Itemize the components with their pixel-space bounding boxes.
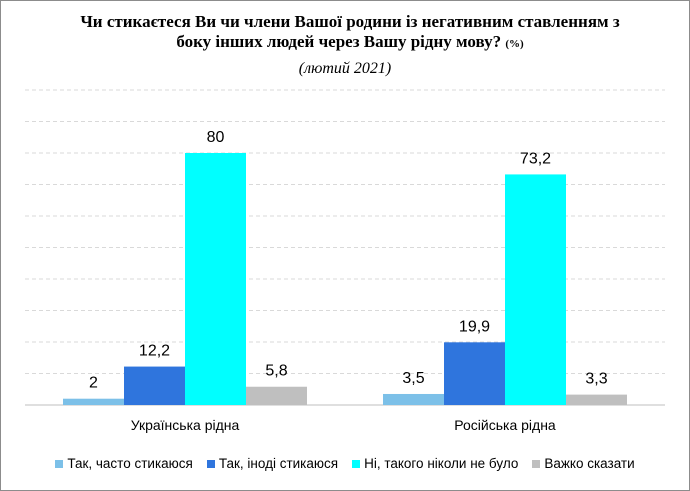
bar [185, 153, 246, 405]
data-label: 2 [89, 375, 98, 392]
legend-swatch [206, 459, 215, 468]
legend-label: Так, часто стикаюся [67, 456, 193, 471]
legend-swatch [352, 459, 361, 468]
bar [246, 386, 307, 405]
legend-swatch [532, 459, 541, 468]
chart-legend: Так, часто стикаюся Так, іноді стикаюся Ні… [0, 456, 690, 471]
legend-label: Важко сказати [544, 456, 635, 471]
data-label: 3,3 [585, 371, 607, 388]
legend-item: Так, часто стикаюся [55, 456, 193, 471]
legend-label: Ні, такого ніколи не було [364, 456, 519, 471]
data-label: 80 [207, 129, 225, 146]
bar [566, 394, 627, 405]
legend-item: Так, іноді стикаюся [206, 456, 339, 471]
bar [63, 398, 124, 405]
x-tick-label: Українська рідна [131, 417, 240, 433]
legend-item: Ні, такого ніколи не було [352, 456, 518, 471]
chart-subtitle: (лютий 2021) [298, 60, 392, 77]
chart-title: Чи стикаєтеся Ви чи члени Вашої родини і… [70, 12, 630, 54]
bar [505, 174, 566, 405]
data-label: 73,2 [520, 150, 551, 167]
bar [383, 393, 444, 405]
chart-title-text: Чи стикаєтеся Ви чи члени Вашої родини і… [80, 12, 620, 51]
data-label: 12,2 [139, 343, 170, 360]
data-label: 5,8 [265, 363, 287, 380]
chart-title-unit: (%) [505, 38, 524, 50]
legend-label: Так, іноді стикаюся [218, 456, 339, 471]
bar [124, 366, 185, 405]
data-label: 3,5 [402, 370, 424, 387]
bar [444, 342, 505, 405]
x-tick-label: Російська рідна [454, 417, 556, 433]
data-label: 19,9 [459, 318, 490, 335]
legend-swatch [55, 459, 64, 468]
legend-item: Важко сказати [532, 456, 635, 471]
